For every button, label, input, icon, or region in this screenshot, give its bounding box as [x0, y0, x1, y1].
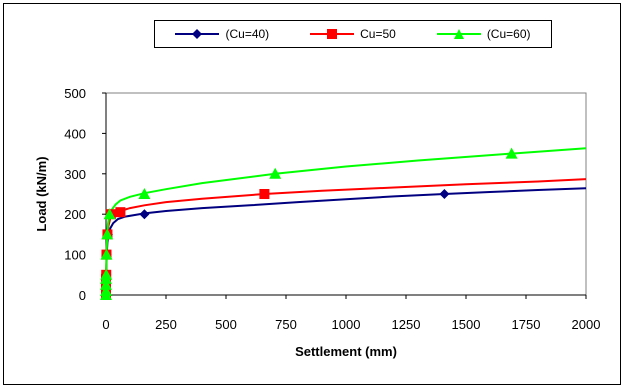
data-point	[138, 188, 151, 199]
plot-area	[105, 92, 587, 296]
data-point	[269, 167, 282, 179]
data-point	[439, 189, 450, 199]
legend-item-cu40: (Cu=40)	[175, 27, 269, 41]
plot-area-border	[105, 92, 587, 296]
legend-item-cu50: Cu=50	[310, 27, 396, 41]
x-tick-label: 1750	[512, 317, 541, 332]
legend-label-cu60: (Cu=60)	[486, 27, 531, 41]
data-point	[115, 207, 126, 218]
data-point	[103, 208, 116, 220]
data-point	[139, 209, 150, 220]
y-tick-label: 100	[64, 248, 86, 263]
data-point	[100, 268, 113, 280]
y-tick-label: 300	[64, 167, 86, 182]
legend-item-cu60: (Cu=60)	[436, 27, 531, 41]
axes: 0 100 200 300 400 500 0 250 500 750 1000 1250 1500 17…	[64, 86, 600, 332]
legend-swatch-cu60	[436, 29, 481, 39]
y-tick-label: 0	[79, 288, 86, 303]
x-tick-label: 1000	[332, 317, 361, 332]
legend-swatch-cu40	[175, 29, 220, 39]
data-point	[101, 228, 114, 240]
data-point	[100, 284, 112, 296]
y-tick-label: 200	[64, 207, 86, 222]
data-point	[505, 147, 518, 159]
legend-swatch-cu50	[310, 29, 355, 39]
x-tick-label: 750	[275, 317, 297, 332]
legend: (Cu=40) Cu=50 (Cu=60)	[154, 20, 552, 48]
x-tick-label: 2000	[572, 317, 601, 332]
data-point	[100, 248, 113, 260]
y-tick-label: 500	[64, 86, 86, 101]
x-tick-label: 0	[102, 317, 109, 332]
legend-label-cu40: (Cu=40)	[225, 27, 270, 41]
y-tick-label: 400	[64, 126, 86, 141]
y-axis-title: Load (kN/m)	[34, 156, 49, 231]
x-tick-label: 1500	[452, 317, 481, 332]
data-point	[100, 278, 112, 290]
x-tick-label: 1250	[392, 317, 421, 332]
x-tick-label: 500	[215, 317, 237, 332]
x-tick-label: 250	[155, 317, 177, 332]
series-markers	[100, 147, 518, 300]
series-line-2	[105, 147, 587, 296]
x-axis-title: Settlement (mm)	[295, 344, 397, 359]
data-point	[259, 189, 270, 199]
legend-label-cu50: Cu=50	[360, 27, 396, 41]
